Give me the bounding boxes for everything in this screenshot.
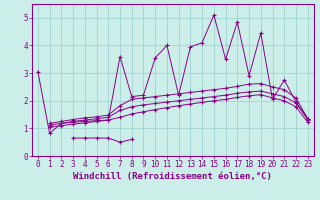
X-axis label: Windchill (Refroidissement éolien,°C): Windchill (Refroidissement éolien,°C) — [73, 172, 272, 181]
